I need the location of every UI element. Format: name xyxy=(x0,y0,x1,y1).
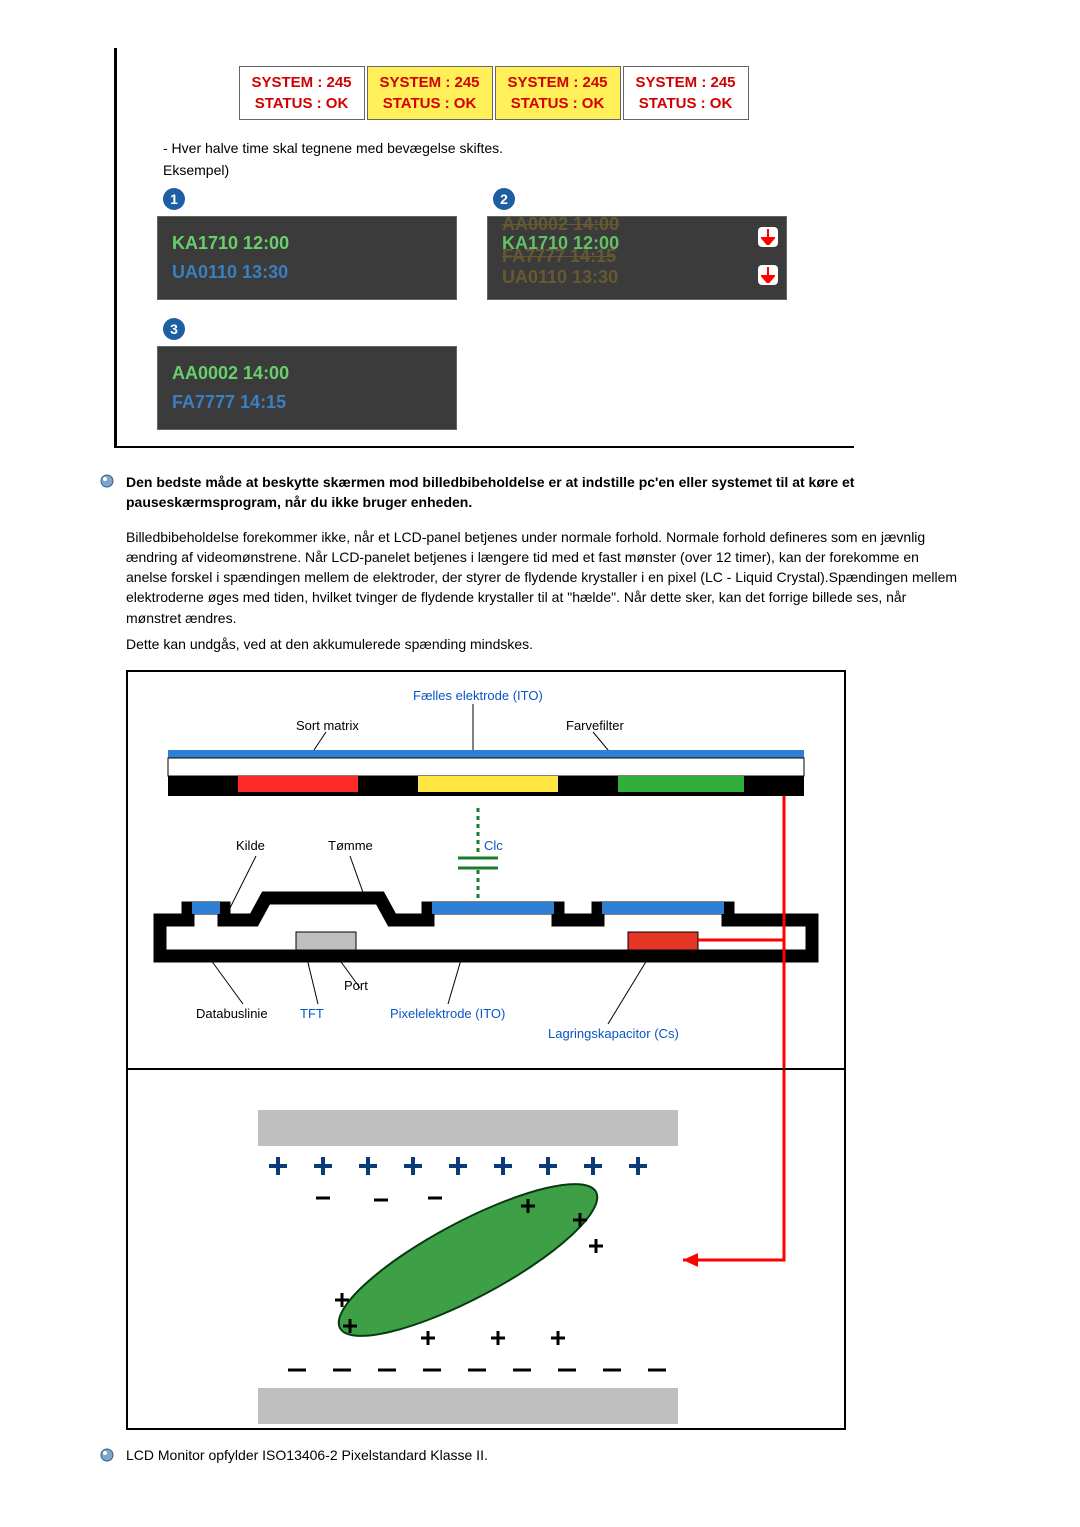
body-paragraph: Dette kan undgås, ved at den akkumulered… xyxy=(126,634,960,654)
lcd-cell-svg xyxy=(128,1070,844,1430)
tip-bold: Den bedste måde at beskytte skærmen mod … xyxy=(126,472,960,513)
scroll-arrow-icon xyxy=(758,265,778,285)
flight-panel: KA1710 12:00 UA0110 13:30 xyxy=(157,216,457,300)
example-panels: 1 KA1710 12:00 UA0110 13:30 2 AA0002 14:… xyxy=(157,184,830,300)
flight-panel-scrolling: AA0002 14:00 KA1710 12:00 FA7777 14:15 U… xyxy=(487,216,787,300)
status-line: SYSTEM : 245 xyxy=(379,72,479,93)
diagram-label: Lagringskapacitor (Cs) xyxy=(548,1026,679,1041)
diagram-label: Pixelelektrode (ITO) xyxy=(390,1006,505,1021)
diagram-label: Fælles elektrode (ITO) xyxy=(413,688,543,703)
panel-number: 1 xyxy=(163,188,185,210)
flight-line: AA0002 14:00 xyxy=(172,359,442,388)
scroll-arrow-icon xyxy=(758,227,778,247)
flight-line: UA0110 13:30 xyxy=(502,265,772,290)
status-row: SYSTEM : 245 STATUS : OK SYSTEM : 245 ST… xyxy=(157,66,830,120)
status-line: STATUS : OK xyxy=(639,93,733,114)
example-note: - Hver halve time skal tegnene med bevæg… xyxy=(163,140,830,156)
flight-line: FA7777 14:15 xyxy=(172,388,442,417)
status-cell: SYSTEM : 245 STATUS : OK xyxy=(495,66,621,120)
status-line: SYSTEM : 245 xyxy=(507,72,607,93)
diagram-label: TFT xyxy=(300,1006,324,1021)
panel-number: 3 xyxy=(163,318,185,340)
status-line: STATUS : OK xyxy=(511,93,605,114)
status-line: SYSTEM : 245 xyxy=(251,72,351,93)
status-line: STATUS : OK xyxy=(255,93,349,114)
bullet-icon xyxy=(100,474,116,490)
status-line: SYSTEM : 245 xyxy=(635,72,735,93)
flight-panel: AA0002 14:00 FA7777 14:15 xyxy=(157,346,457,430)
diagram-label: Farvefilter xyxy=(566,718,624,733)
lcd-diagram: Fælles elektrode (ITO) Sort matrix Farve… xyxy=(126,670,846,1430)
diagram-label: Databuslinie xyxy=(196,1006,268,1021)
status-cell: SYSTEM : 245 STATUS : OK xyxy=(623,66,749,120)
diagram-label: Port xyxy=(344,978,368,993)
bullet-icon xyxy=(100,1448,116,1464)
status-line: STATUS : OK xyxy=(383,93,477,114)
body-paragraph: Billedbibeholdelse forekommer ikke, når … xyxy=(126,527,960,628)
status-cell: SYSTEM : 245 STATUS : OK xyxy=(239,66,365,120)
footer-text: LCD Monitor opfylder ISO13406-2 Pixelsta… xyxy=(126,1447,488,1463)
example-figure: SYSTEM : 245 STATUS : OK SYSTEM : 245 ST… xyxy=(114,48,854,448)
flight-line: UA0110 13:30 xyxy=(172,258,442,287)
diagram-label: Sort matrix xyxy=(296,718,359,733)
flight-line: KA1710 12:00 xyxy=(172,229,442,258)
diagram-label: Clc xyxy=(484,838,503,853)
diagram-label: Tømme xyxy=(328,838,373,853)
example-note: Eksempel) xyxy=(163,162,830,178)
diagram-label: Kilde xyxy=(236,838,265,853)
status-cell: SYSTEM : 245 STATUS : OK xyxy=(367,66,493,120)
panel-number: 2 xyxy=(493,188,515,210)
